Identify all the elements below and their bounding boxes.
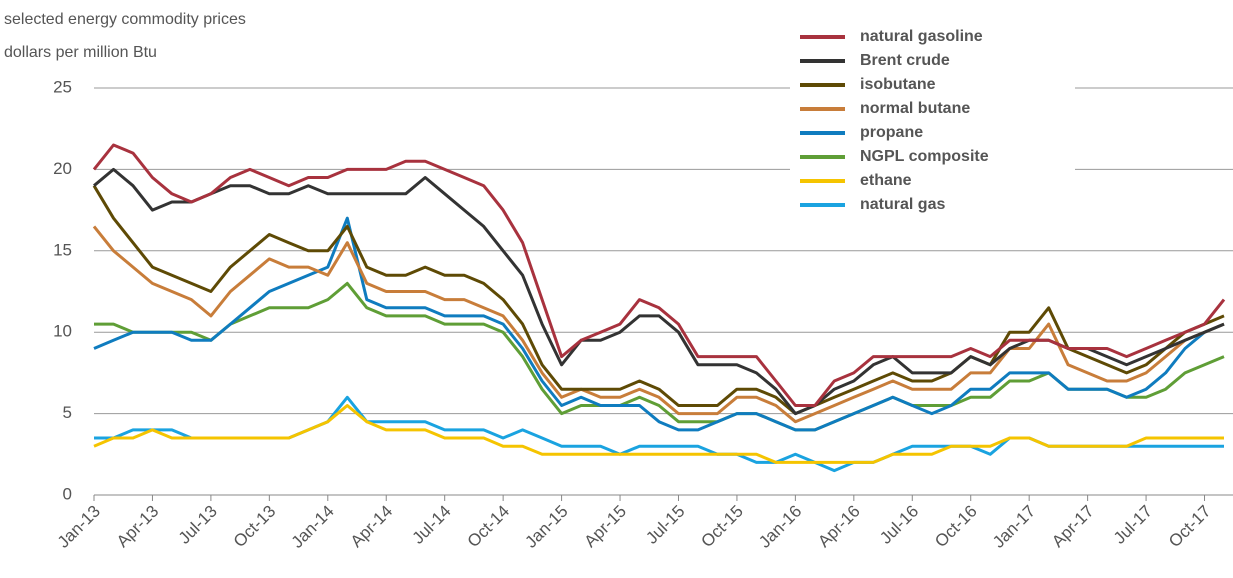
x-tick-label: Jul-13 <box>175 502 221 548</box>
y-tick-label: 20 <box>53 159 72 178</box>
legend-label: propane <box>860 124 923 141</box>
y-tick-label: 25 <box>53 77 72 96</box>
series-line <box>92 143 1226 407</box>
x-tick-label: Jul-17 <box>1110 502 1156 548</box>
x-tick-label: Apr-16 <box>814 502 864 552</box>
legend-label: ethane <box>860 172 912 189</box>
chart-title: selected energy commodity prices <box>4 11 246 28</box>
y-tick-label: 5 <box>63 403 72 422</box>
x-tick-label: Jul-15 <box>642 502 688 548</box>
legend-background <box>790 22 1075 232</box>
legend-label: natural gasoline <box>860 28 983 45</box>
x-tick-label: Apr-13 <box>113 502 163 552</box>
x-tick-label: Jan-16 <box>755 502 805 552</box>
chart-subtitle: dollars per million Btu <box>4 44 157 61</box>
x-tick-label: Oct-16 <box>931 502 981 552</box>
series-line <box>93 404 1224 464</box>
x-tick-label: Jan-17 <box>989 502 1039 552</box>
series-line <box>94 395 1224 473</box>
x-tick-label: Apr-14 <box>347 502 397 552</box>
series-line <box>93 216 1225 432</box>
x-tick-label: Oct-13 <box>230 502 280 552</box>
x-tick-label: Apr-17 <box>1048 502 1098 552</box>
legend-label: NGPL composite <box>860 148 989 165</box>
x-tick-label: Oct-15 <box>697 502 747 552</box>
x-tick-label: Oct-14 <box>464 502 514 552</box>
x-tick-label: Jan-14 <box>288 502 338 552</box>
series-line <box>92 184 1225 416</box>
legend-label: Brent crude <box>860 52 950 69</box>
series-line <box>94 281 1225 432</box>
x-tick-label: Jan-15 <box>521 502 571 552</box>
series-line <box>92 225 1225 424</box>
x-tick-label: Jul-14 <box>409 502 455 548</box>
legend-label: normal butane <box>860 100 970 117</box>
x-tick-label: Jan-13 <box>54 502 104 552</box>
y-tick-label: 15 <box>53 240 72 259</box>
x-tick-label: Oct-17 <box>1165 502 1215 552</box>
y-tick-label: 0 <box>63 484 72 503</box>
legend-label: isobutane <box>860 76 936 93</box>
x-tick-label: Jul-16 <box>876 502 922 548</box>
y-tick-label: 10 <box>53 322 72 341</box>
legend-label: natural gas <box>860 196 945 213</box>
x-tick-label: Apr-15 <box>581 502 631 552</box>
